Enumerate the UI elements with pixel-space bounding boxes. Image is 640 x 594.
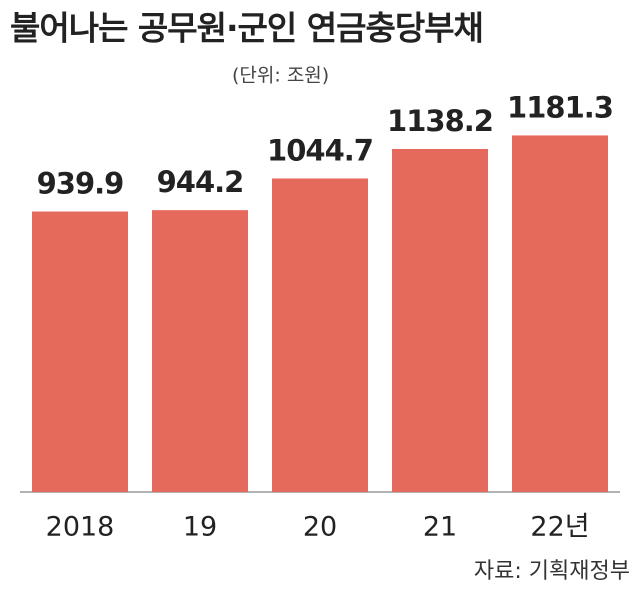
- x-tick-label: 19: [183, 512, 217, 543]
- x-tick-label: 21: [423, 512, 457, 543]
- bar: [512, 135, 608, 492]
- source: 자료: 기획재정부: [474, 559, 630, 584]
- x-tick-label: 22년: [530, 512, 589, 543]
- x-tick-label: 20: [303, 512, 337, 543]
- chart-subtitle: (단위: 조원): [232, 65, 329, 87]
- bar: [32, 211, 128, 492]
- bar: [152, 210, 248, 492]
- value-label: 939.9: [37, 167, 124, 201]
- chart-title: 불어나는 공무원·군인 연금충당부채: [10, 9, 483, 48]
- value-label: 1138.2: [387, 104, 493, 138]
- bar: [392, 148, 488, 492]
- bar: [272, 178, 368, 492]
- value-label: 1044.7: [267, 133, 373, 167]
- value-label: 1181.3: [507, 90, 613, 124]
- value-label: 944.2: [157, 165, 244, 199]
- x-tick-label: 2018: [46, 512, 115, 543]
